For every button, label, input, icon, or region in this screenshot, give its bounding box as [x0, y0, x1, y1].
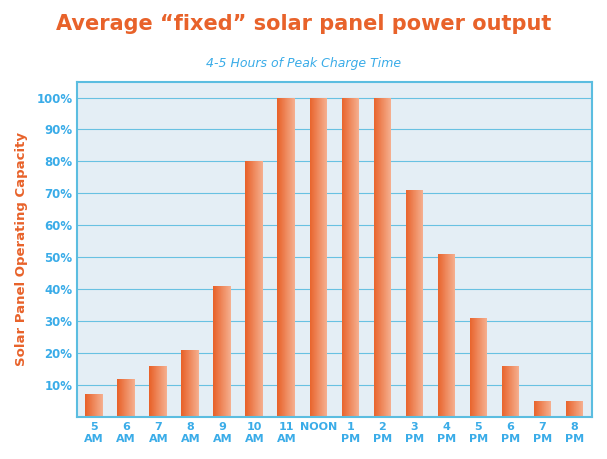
Y-axis label: Solar Panel Operating Capacity: Solar Panel Operating Capacity — [15, 132, 28, 366]
Text: Average “fixed” solar panel power output: Average “fixed” solar panel power output — [56, 14, 551, 34]
Text: 4-5 Hours of Peak Charge Time: 4-5 Hours of Peak Charge Time — [206, 57, 401, 70]
